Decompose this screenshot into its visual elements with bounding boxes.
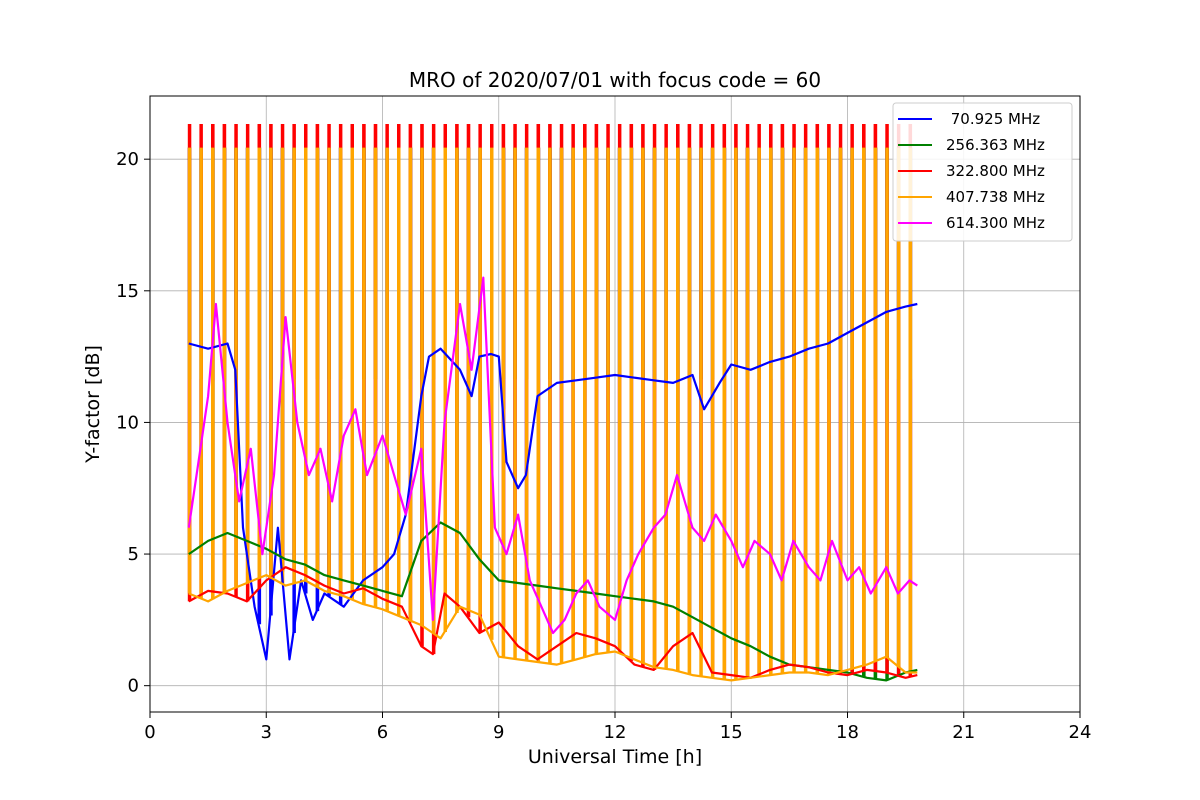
y-tick-label: 10 xyxy=(116,412,139,433)
legend-label: 407.738 MHz xyxy=(946,188,1045,206)
y-axis-title: Y-factor [dB] xyxy=(82,345,104,464)
x-tick-label: 21 xyxy=(952,722,975,743)
x-axis-title: Universal Time [h] xyxy=(528,746,702,768)
x-tick-label: 18 xyxy=(836,722,859,743)
x-tick-label: 24 xyxy=(1069,722,1092,743)
legend-label: 322.800 MHz xyxy=(946,162,1045,180)
legend-label: 614.300 MHz xyxy=(946,214,1045,232)
chart-title: MRO of 2020/07/01 with focus code = 60 xyxy=(409,68,821,92)
spike-train-407-738-mhz xyxy=(187,147,913,680)
series-lines xyxy=(187,276,918,682)
legend-label: 256.363 MHz xyxy=(946,136,1045,154)
axis-ticks: 0 3 6 9 12 15 18 21 24 0 5 10 15 20 xyxy=(116,149,1091,743)
series-line-70-925-mhz xyxy=(188,302,918,661)
series-line-407-738-mhz xyxy=(188,573,918,682)
y-tick-label: 0 xyxy=(128,676,139,697)
y-tick-label: 15 xyxy=(116,281,139,302)
x-tick-label: 0 xyxy=(144,722,155,743)
legend-label: 70.925 MHz xyxy=(946,110,1040,128)
x-tick-label: 12 xyxy=(604,722,627,743)
y-tick-label: 5 xyxy=(128,544,139,565)
series-line-322-800-mhz xyxy=(188,566,918,679)
x-tick-label: 6 xyxy=(377,722,388,743)
y-tick-label: 20 xyxy=(116,149,139,170)
legend-box xyxy=(892,102,1073,242)
x-tick-label: 15 xyxy=(720,722,743,743)
x-tick-label: 3 xyxy=(261,722,272,743)
series-line-614-300-mhz xyxy=(187,276,918,635)
x-tick-label: 9 xyxy=(493,722,504,743)
calibration-spikes xyxy=(187,124,913,681)
legend: 70.925 MHz 256.363 MHz 322.800 MHz 407.738 … xyxy=(892,102,1073,242)
spike-train-322-800-mhz xyxy=(187,124,913,678)
